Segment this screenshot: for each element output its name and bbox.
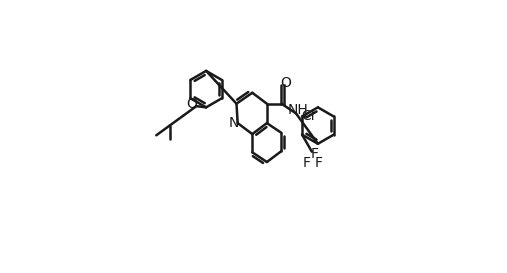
- Text: N: N: [229, 116, 239, 130]
- Text: Cl: Cl: [301, 109, 315, 123]
- Text: F: F: [315, 156, 323, 170]
- Text: O: O: [280, 76, 291, 90]
- Text: O: O: [187, 97, 197, 111]
- Text: NH: NH: [287, 103, 308, 117]
- Text: F: F: [303, 156, 311, 170]
- Text: F: F: [310, 147, 318, 161]
